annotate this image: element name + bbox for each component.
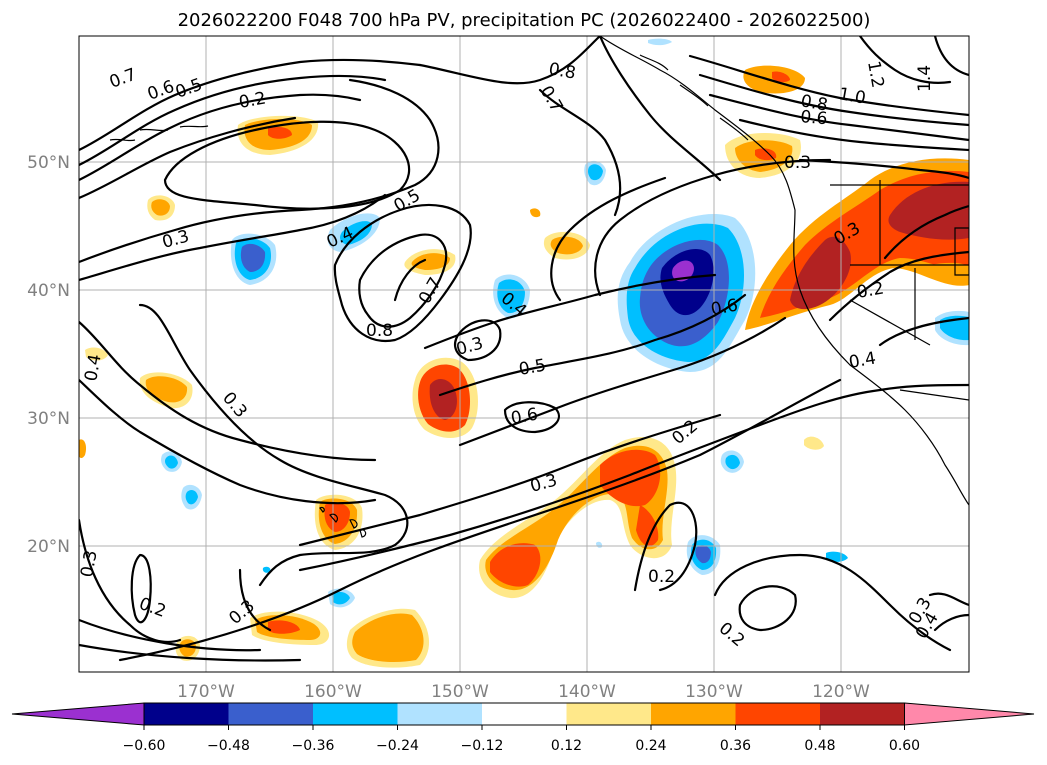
colorbar-tick-label: 0.60 — [889, 738, 920, 754]
colorbar-tick-label: −0.36 — [292, 738, 335, 754]
lat-label-50n: 50°N — [27, 153, 70, 173]
lon-label-120w: 120°W — [812, 682, 870, 702]
contour-label: 0.8 — [366, 321, 393, 341]
colorbar-tick-label: −0.60 — [123, 738, 166, 754]
graticule — [79, 36, 969, 672]
latitude-labels: 50°N 40°N 30°N 20°N — [27, 153, 70, 557]
colorbar-segment — [228, 703, 313, 725]
colorbar-segment — [820, 703, 905, 725]
colorbar-tick-label: 0.36 — [720, 738, 751, 754]
colorbar: −0.60 −0.48 −0.36 −0.24 −0.12 0.12 0.24 … — [11, 702, 1035, 754]
colorbar-segment — [397, 703, 482, 725]
contour-label: 0.8 — [799, 91, 829, 115]
map-frame — [78, 35, 970, 673]
contour-label: 0.3 — [784, 153, 811, 173]
contour-label: 0.3 — [77, 549, 101, 579]
colorbar-upper-extension — [904, 702, 1035, 726]
contour-label: 0.5 — [517, 356, 547, 380]
lon-label-150w: 150°W — [431, 682, 489, 702]
colorbar-segment — [651, 703, 736, 725]
colorbar-tick-label: −0.24 — [376, 738, 419, 754]
colorbar-segment — [566, 703, 651, 725]
contour-label: 0.4 — [81, 353, 105, 383]
colorbar-segment — [482, 703, 567, 725]
contour-label: 0.8 — [547, 59, 577, 83]
colorbar-tick-label: 0.12 — [551, 738, 582, 754]
contour-label: 0.2 — [648, 567, 675, 587]
colorbar-segment — [313, 703, 398, 725]
contour-label: 0.2 — [855, 279, 885, 303]
lat-label-20n: 20°N — [27, 537, 70, 557]
colorbar-segment — [735, 703, 820, 725]
lon-label-170w: 170°W — [177, 682, 235, 702]
pv-contours — [79, 36, 969, 662]
longitude-labels: 170°W 160°W 150°W 140°W 130°W 120°W — [177, 682, 870, 702]
contour-label: 0.6 — [709, 296, 739, 320]
colorbar-tick-label: 0.24 — [635, 738, 666, 754]
contour-label: 0.4 — [847, 349, 877, 373]
contour-label: 1.0 — [837, 84, 867, 108]
coastlines — [109, 36, 969, 538]
lon-label-140w: 140°W — [558, 682, 616, 702]
contour-label: 1.4 — [915, 65, 935, 92]
lat-label-40n: 40°N — [27, 281, 70, 301]
contour-label: 1.2 — [863, 59, 887, 89]
map-panel: 0.7 0.6 0.5 0.2 0.8 0.7 0.8 1.0 0.6 1.4 … — [77, 35, 970, 673]
colorbar-tick-label: −0.48 — [207, 738, 250, 754]
contour-label: 0.6 — [509, 405, 539, 429]
figure-title: 2026022200 F048 700 hPa PV, precipitatio… — [178, 10, 871, 31]
colorbar-segment — [144, 703, 229, 725]
colorbar-lower-extension — [11, 702, 145, 726]
contour-label: 0.2 — [237, 89, 267, 113]
colorbar-tick-label: −0.12 — [461, 738, 504, 754]
lon-label-130w: 130°W — [685, 682, 743, 702]
contour-label: 0.6 — [800, 107, 829, 129]
lat-label-30n: 30°N — [27, 409, 70, 429]
lon-label-160w: 160°W — [304, 682, 362, 702]
colorbar-tick-label: 0.48 — [804, 738, 835, 754]
